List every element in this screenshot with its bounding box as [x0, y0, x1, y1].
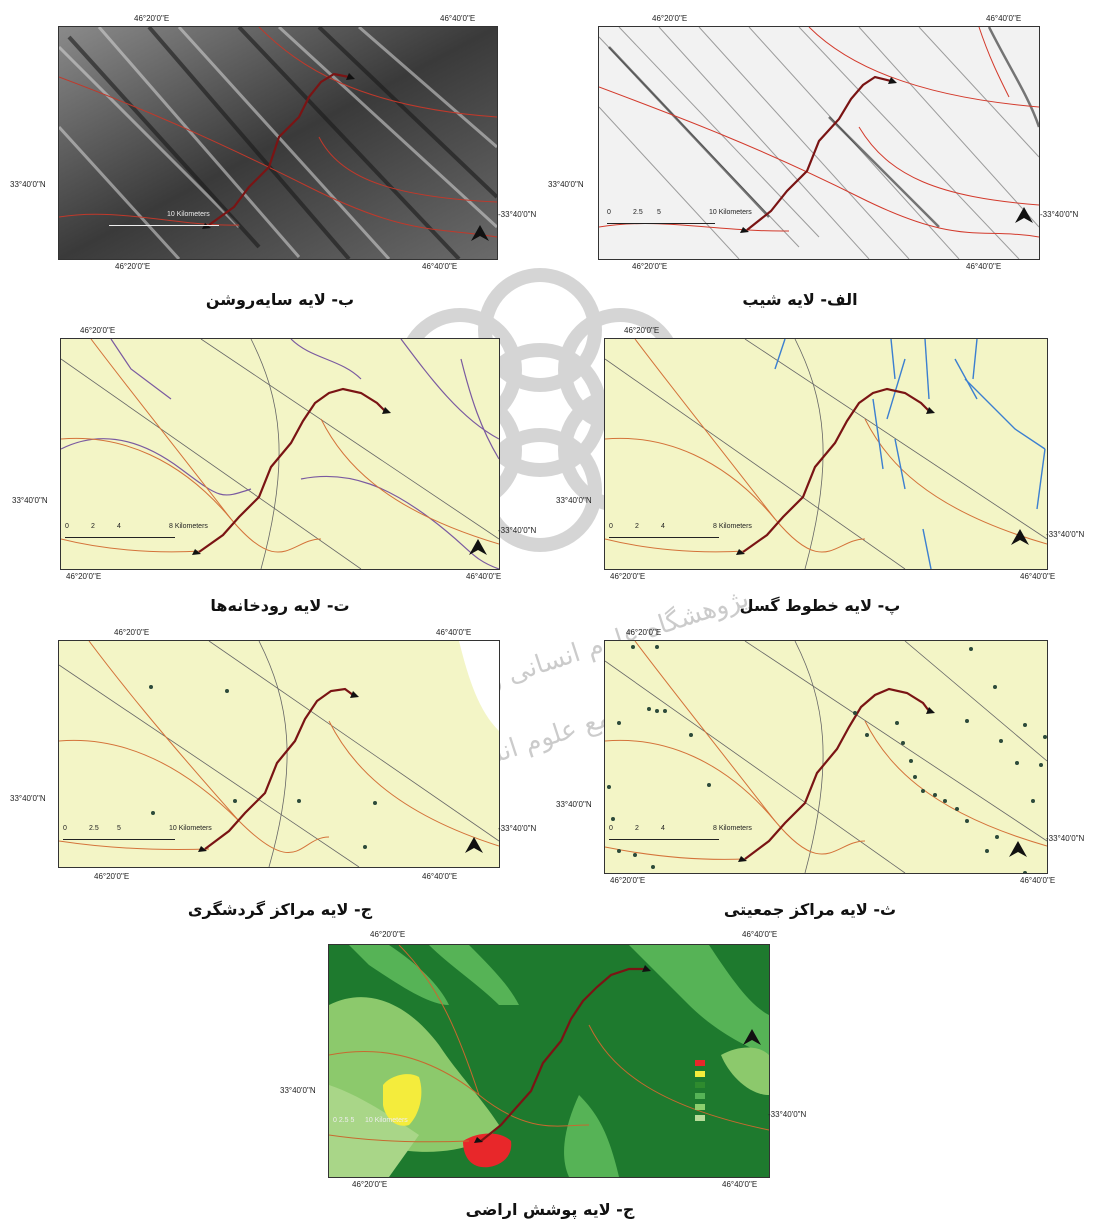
scale-label: 10 Kilometers	[709, 209, 752, 216]
lon-label: 46°20'0"E	[94, 872, 130, 881]
north-arrow-icon	[1009, 841, 1027, 857]
lon-label: 46°40'0"E	[986, 14, 1022, 23]
scale-label: 5	[117, 825, 121, 832]
panel-caption: ج- لایه پوشش اراضی	[465, 1200, 635, 1219]
scale-label: 8 Kilometers	[169, 523, 208, 530]
legend-swatch	[695, 1059, 705, 1066]
panel-caption: پ- لایه خطوط گسل	[739, 596, 901, 615]
lat-label: 33°40'0"N	[12, 496, 48, 505]
slope-raster	[599, 27, 1039, 259]
scale-label: 2.5	[89, 825, 99, 832]
lat-label: -33°40'0"N	[498, 526, 537, 535]
lon-label: 46°40'0"E	[1020, 876, 1056, 885]
lon-label: 46°40'0"E	[742, 930, 778, 939]
scale-label: 0	[607, 209, 611, 216]
lon-label: 46°40'0"E	[966, 262, 1002, 271]
map-legend	[695, 1057, 708, 1123]
scale-label: 2	[91, 523, 95, 530]
lat-label: 33°40'0"N	[556, 496, 592, 505]
rivers-map	[61, 339, 499, 569]
north-arrow-icon	[471, 225, 489, 241]
lon-label: 46°20'0"E	[352, 1180, 388, 1189]
north-arrow-icon	[1015, 207, 1033, 223]
panel-caption: الف- لایه شیب	[742, 290, 858, 309]
scale-label: 4	[661, 825, 665, 832]
panel-caption: ج- لایه مراکز گردشگری	[187, 900, 373, 919]
lat-label: -33°40'0"N	[1046, 530, 1085, 539]
lat-label: -33°40'0"N	[1046, 834, 1085, 843]
lon-label: 46°20'0"E	[652, 14, 688, 23]
lon-label: 46°20'0"E	[114, 628, 150, 637]
scale-label: 10 Kilometers	[167, 211, 210, 218]
lat-label: 33°40'0"N	[280, 1086, 316, 1095]
lat-label: -33°40'0"N	[498, 824, 537, 833]
scale-label: 8 Kilometers	[713, 825, 752, 832]
scale-label: 0	[609, 825, 613, 832]
lon-label: 46°20'0"E	[624, 326, 660, 335]
lon-label: 46°40'0"E	[1020, 572, 1056, 581]
tourism-map	[59, 641, 499, 867]
lat-label: 33°40'0"N	[10, 794, 46, 803]
map-frame-slope: 0 2.5 5 10 Kilometers	[598, 26, 1040, 260]
map-frame-rivers: 0 2 4 8 Kilometers	[60, 338, 500, 570]
north-arrow-icon	[743, 1029, 761, 1045]
panel-caption: ت- لایه رودخانه‌ها	[210, 596, 350, 615]
faults-map	[605, 339, 1047, 569]
scale-label: 10 Kilometers	[169, 825, 212, 832]
lon-label: 46°40'0"E	[440, 14, 476, 23]
lon-label: 46°40'0"E	[422, 872, 458, 881]
scale-label: 5	[657, 209, 661, 216]
lon-label: 46°20'0"E	[610, 876, 646, 885]
legend-swatch	[695, 1081, 705, 1088]
scale-label: 4	[117, 523, 121, 530]
lon-label: 46°20'0"E	[370, 930, 406, 939]
map-frame-tourism: 0 2.5 5 10 Kilometers	[58, 640, 500, 868]
lon-label: 46°40'0"E	[466, 572, 502, 581]
panel-caption: ب- لایه سایه‌روشن	[205, 290, 355, 309]
scale-label: 2.5	[633, 209, 643, 216]
population-points	[607, 645, 1047, 873]
hillshade-raster	[59, 27, 497, 259]
lon-label: 46°20'0"E	[632, 262, 668, 271]
lat-label: 33°40'0"N	[556, 800, 592, 809]
scale-label: 0 2.5 5	[333, 1117, 355, 1124]
scale-label: 10 Kilometers	[365, 1117, 408, 1124]
lon-label: 46°20'0"E	[115, 262, 151, 271]
lon-label: 46°20'0"E	[626, 628, 662, 637]
lat-label: -33°40'0"N	[768, 1110, 807, 1119]
population-map	[605, 641, 1047, 873]
legend-swatch	[695, 1092, 705, 1099]
panel-caption: ث- لایه مراکز جمعیتی	[723, 900, 897, 919]
scale-label: 4	[661, 523, 665, 530]
lon-label: 46°20'0"E	[66, 572, 102, 581]
legend-swatch	[695, 1114, 705, 1121]
lon-label: 46°40'0"E	[422, 262, 458, 271]
legend-swatch	[695, 1070, 705, 1077]
scale-label: 0	[609, 523, 613, 530]
map-frame-hillshade: 10 Kilometers	[58, 26, 498, 260]
map-frame-faults: 0 2 4 8 Kilometers	[604, 338, 1048, 570]
north-arrow-icon	[469, 539, 487, 555]
lon-label: 46°20'0"E	[134, 14, 170, 23]
tourism-points	[149, 685, 377, 849]
lon-label: 46°40'0"E	[436, 628, 472, 637]
lat-label: -33°40'0"N	[1040, 210, 1079, 219]
scale-label: 0	[65, 523, 69, 530]
north-arrow-icon	[1011, 529, 1029, 545]
scale-label: 8 Kilometers	[713, 523, 752, 530]
scale-label: 0	[63, 825, 67, 832]
north-arrow-icon	[465, 837, 483, 853]
legend-swatch	[695, 1103, 705, 1110]
map-frame-landcover: 0 2.5 5 10 Kilometers	[328, 944, 770, 1178]
lon-label: 46°20'0"E	[610, 572, 646, 581]
lat-label: 33°40'0"N	[10, 180, 46, 189]
map-frame-population: 0 2 4 8 Kilometers	[604, 640, 1048, 874]
scale-label: 2	[635, 825, 639, 832]
lon-label: 46°40'0"E	[722, 1180, 758, 1189]
scale-label: 2	[635, 523, 639, 530]
lon-label: 46°20'0"E	[80, 326, 116, 335]
lat-label: 33°40'0"N	[548, 180, 584, 189]
lat-label: -33°40'0"N	[498, 210, 537, 219]
